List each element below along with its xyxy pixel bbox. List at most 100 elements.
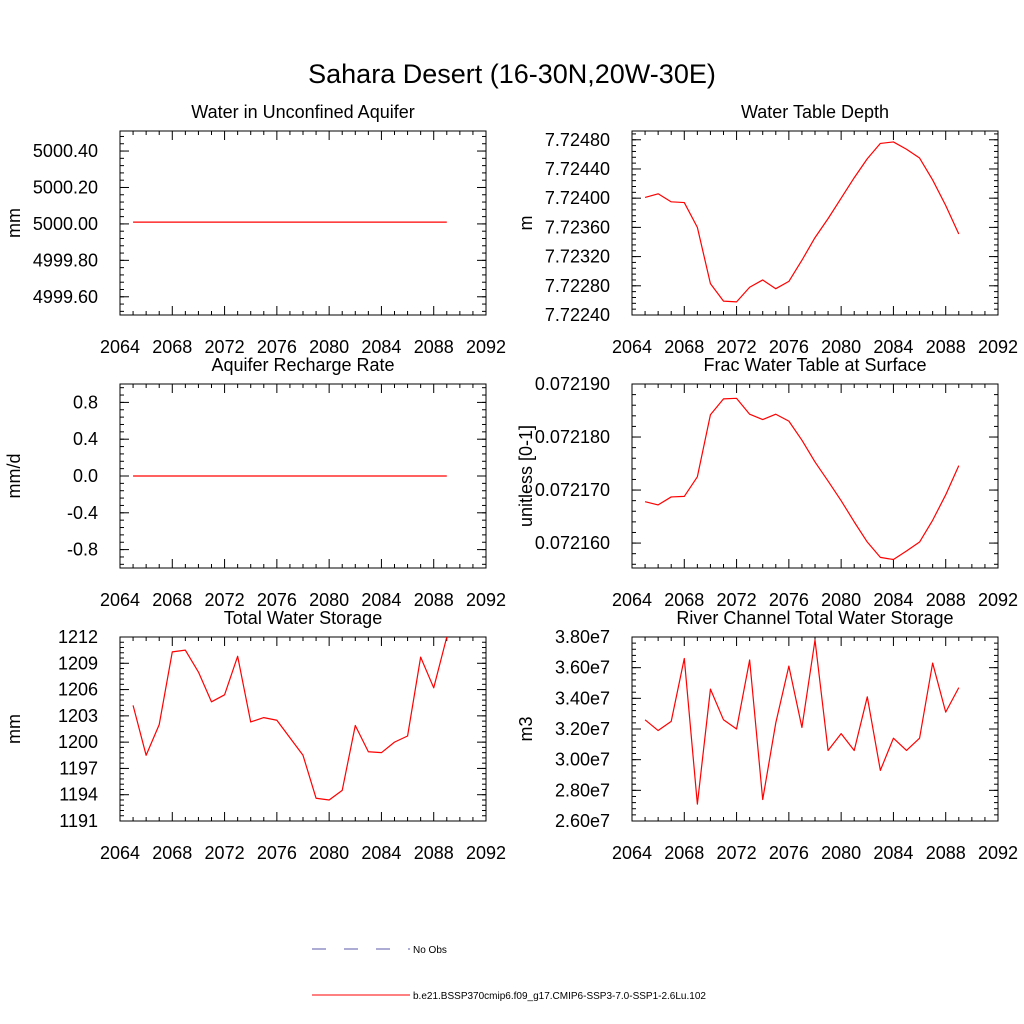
panel-2: Water Table Depth m 2064 2068 2072 2076 2080 20…: [516, 102, 1018, 357]
x-tick-label: 2068: [664, 843, 704, 863]
x-tick-label: 2064: [100, 590, 140, 610]
series-line: [644, 397, 960, 561]
x-tick-label: 2064: [612, 337, 652, 357]
x-tick-label: 2080: [821, 337, 861, 357]
x-tick-label: 2084: [873, 590, 913, 610]
x-tick-label: 2076: [769, 337, 809, 357]
legend-label: No Obs: [413, 945, 447, 956]
x-tick-label: 2092: [466, 337, 506, 357]
y-tick-label: -0.8: [67, 540, 98, 560]
x-tick-label: 2092: [466, 590, 506, 610]
legend-entry-no-obs: No Obs: [312, 945, 447, 956]
series-line: [644, 141, 960, 303]
x-tick-label: 2064: [100, 337, 140, 357]
x-tick-label: 2072: [717, 843, 757, 863]
x-tick-label: 2088: [926, 843, 966, 863]
series-line: [132, 636, 448, 801]
x-tick-label: 2064: [100, 843, 140, 863]
y-tick-label: 7.72320: [545, 247, 610, 267]
x-tick-label: 2084: [361, 843, 401, 863]
plot-frame: [631, 130, 999, 316]
y-tick-label: 7.72480: [545, 130, 610, 150]
y-tick-label: 3.00e7: [555, 750, 610, 770]
x-tick-label: 2092: [978, 337, 1018, 357]
panel-4: Frac Water Table at Surface unitless [0-1…: [516, 355, 1018, 610]
panels-group: Water in Unconfined Aquifer mm 2064 2068 207…: [4, 102, 1018, 863]
panel-1: Water in Unconfined Aquifer mm 2064 2068 207…: [4, 102, 506, 357]
legend-entry-model: b.e21.BSSP370cmip6.f09_g17.CMIP6-SSP3-7.…: [312, 991, 706, 1002]
y-tick-label: 4999.60: [33, 287, 98, 307]
x-tick-label: 2080: [821, 590, 861, 610]
panel-6: River Channel Total Water Storage m3 2064 2…: [516, 608, 1018, 863]
x-tick-label: 2076: [257, 590, 297, 610]
x-tick-label: 2080: [309, 843, 349, 863]
y-axis-label: m3: [516, 716, 536, 741]
x-tick-label: 2068: [152, 337, 192, 357]
y-axis-label: unitless [0-1]: [516, 425, 536, 527]
y-tick-label: 1200: [58, 732, 98, 752]
x-tick-label: 2084: [361, 337, 401, 357]
y-axis-label: mm: [4, 208, 24, 238]
x-tick-label: 2080: [309, 337, 349, 357]
y-tick-label: 1203: [58, 706, 98, 726]
panel-title: Total Water Storage: [224, 608, 382, 628]
y-tick-label: 0.072180: [535, 427, 610, 447]
y-tick-label: 3.20e7: [555, 719, 610, 739]
x-tick-label: 2080: [309, 590, 349, 610]
x-tick-label: 2072: [205, 843, 245, 863]
y-tick-label: 1194: [59, 785, 98, 805]
x-tick-label: 2092: [466, 843, 506, 863]
x-tick-label: 2068: [664, 337, 704, 357]
x-tick-label: 2076: [257, 337, 297, 357]
x-tick-label: 2068: [664, 590, 704, 610]
y-tick-label: 0.072170: [535, 480, 610, 500]
y-tick-label: 7.72280: [545, 276, 610, 296]
x-tick-label: 2076: [257, 843, 297, 863]
x-tick-label: 2088: [414, 843, 454, 863]
panel-title: Water in Unconfined Aquifer: [191, 102, 414, 122]
x-tick-label: 2064: [612, 590, 652, 610]
y-tick-label: 0.072160: [535, 533, 610, 553]
plot-frame: [119, 130, 487, 316]
x-tick-label: 2068: [152, 590, 192, 610]
x-tick-label: 2072: [717, 337, 757, 357]
y-tick-label: -0.4: [67, 503, 98, 523]
y-tick-label: 3.80e7: [555, 627, 610, 647]
panel-title: Frac Water Table at Surface: [703, 355, 926, 375]
x-tick-label: 2084: [361, 590, 401, 610]
plot-frame: [631, 383, 999, 569]
y-tick-label: 1212: [58, 627, 98, 647]
y-tick-label: 5000.20: [33, 177, 98, 197]
y-tick-label: 0.8: [73, 392, 98, 412]
x-tick-label: 2068: [152, 843, 192, 863]
y-tick-label: 5000.40: [33, 141, 98, 161]
x-tick-label: 2064: [612, 843, 652, 863]
y-axis-label: m: [516, 216, 536, 231]
x-tick-label: 2088: [414, 337, 454, 357]
y-tick-label: 2.80e7: [555, 780, 610, 800]
x-tick-label: 2084: [873, 337, 913, 357]
y-tick-label: 7.72440: [545, 159, 610, 179]
series-line: [644, 639, 960, 805]
legend-label: b.e21.BSSP370cmip6.f09_g17.CMIP6-SSP3-7.…: [413, 991, 706, 1002]
panel-title: Water Table Depth: [741, 102, 889, 122]
y-axis-label: mm: [4, 714, 24, 744]
x-tick-label: 2092: [978, 590, 1018, 610]
y-tick-label: 1209: [58, 653, 98, 673]
y-tick-label: 5000.00: [33, 214, 98, 234]
plot-frame: [119, 636, 487, 822]
x-tick-label: 2072: [205, 337, 245, 357]
x-tick-label: 2088: [926, 337, 966, 357]
y-tick-label: 7.72400: [545, 188, 610, 208]
panel-title: River Channel Total Water Storage: [676, 608, 953, 628]
y-tick-label: 0.0: [73, 466, 98, 486]
x-tick-label: 2084: [873, 843, 913, 863]
y-tick-label: 7.72240: [545, 305, 610, 325]
x-tick-label: 2076: [769, 843, 809, 863]
y-tick-label: 1197: [59, 758, 98, 778]
y-tick-label: 0.072190: [535, 374, 610, 394]
y-tick-label: 0.4: [73, 429, 98, 449]
x-tick-label: 2076: [769, 590, 809, 610]
y-tick-label: 4999.80: [33, 250, 98, 270]
